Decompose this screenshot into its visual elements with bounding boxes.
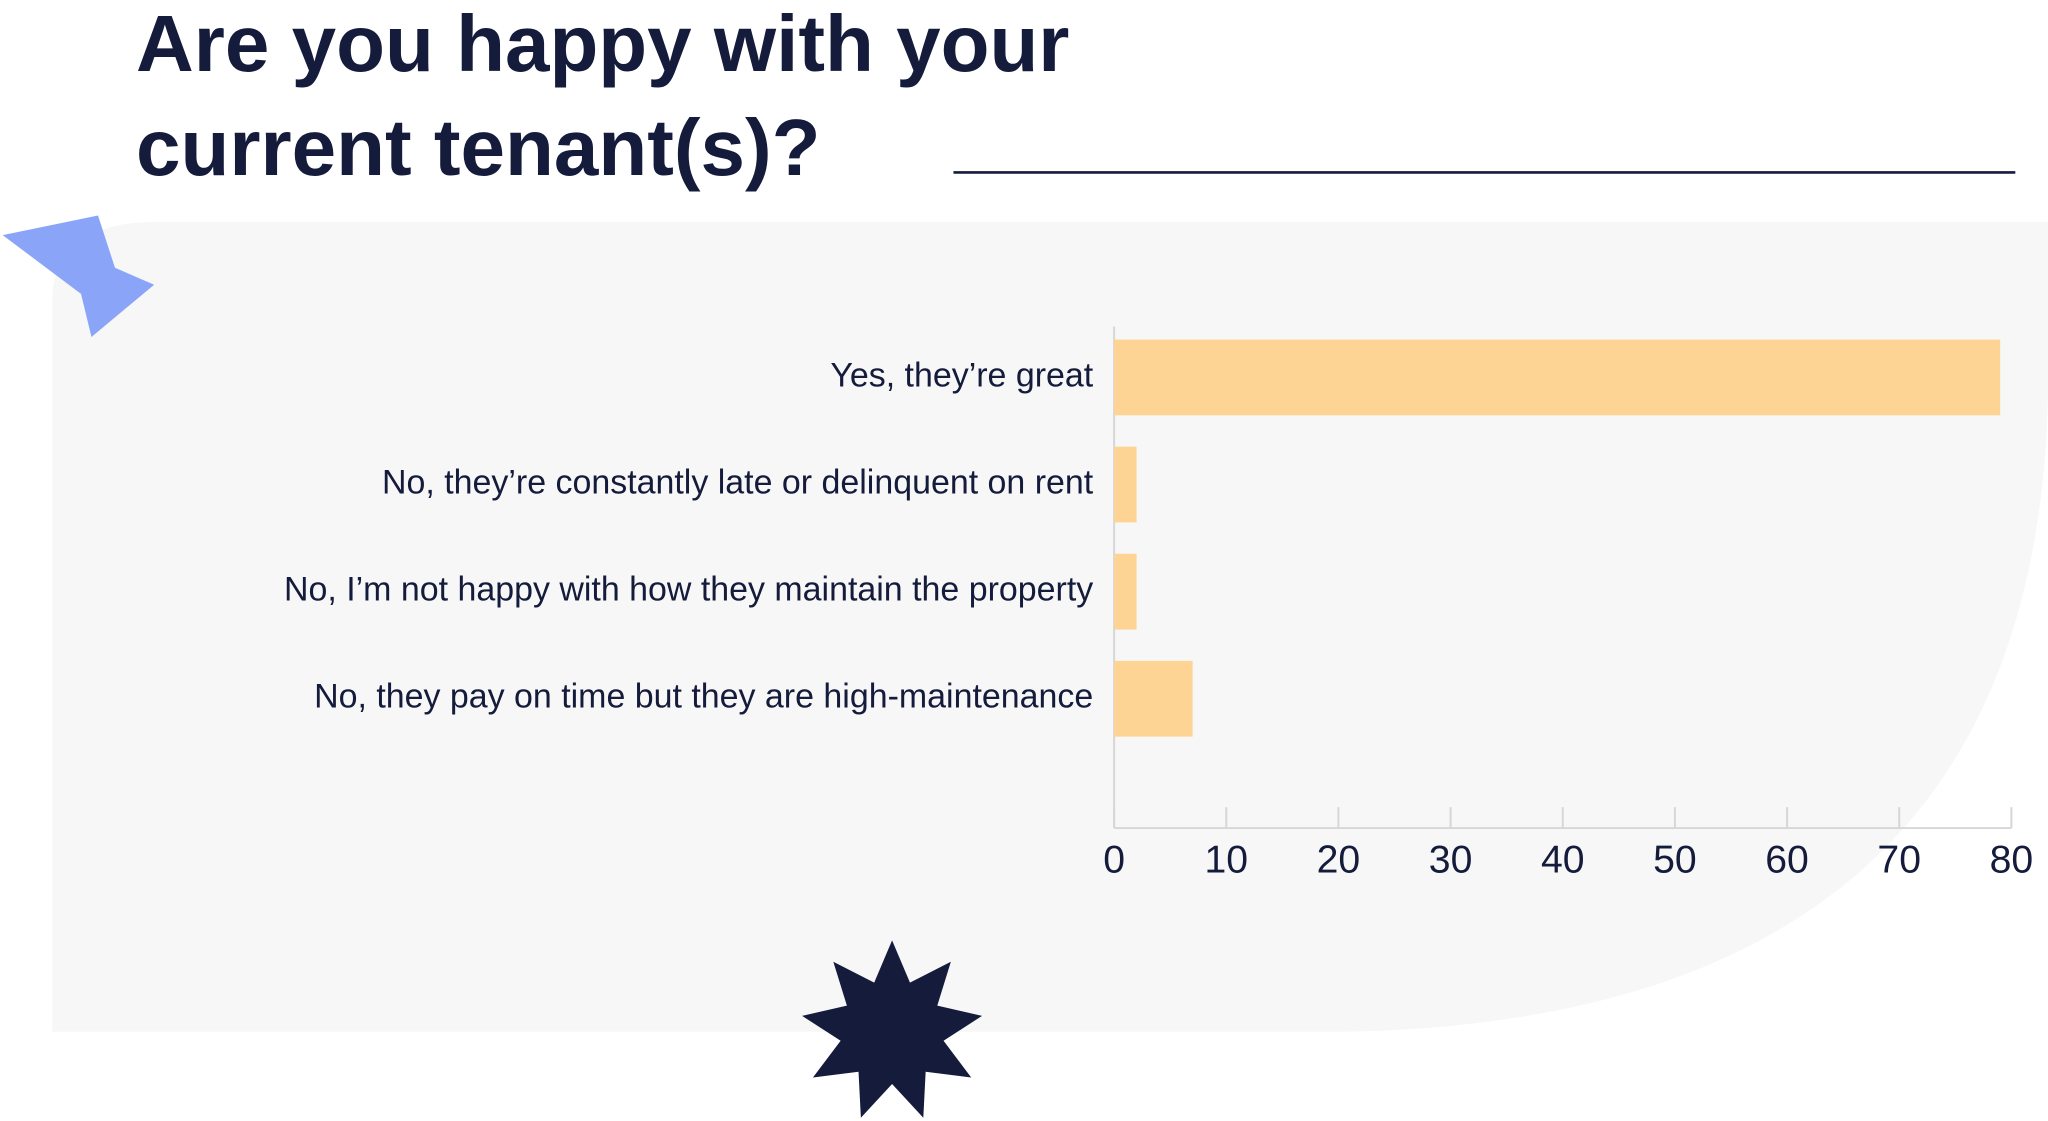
x-tick-label: 0: [1103, 838, 1125, 881]
decor-star: [802, 940, 983, 1118]
x-tick-label: 50: [1653, 838, 1697, 881]
bar: [1114, 660, 1193, 737]
x-tick-label: 20: [1317, 838, 1361, 881]
bar: [1114, 446, 1137, 523]
y-tick-label: No, they’re constantly late or delinquen…: [382, 464, 1094, 502]
bar: [1114, 339, 2001, 416]
x-tick-label: 30: [1429, 838, 1473, 881]
x-tick-label: 60: [1765, 838, 1809, 881]
panel: [52, 222, 2048, 1032]
y-tick-label: No, I’m not happy with how they maintain…: [284, 571, 1093, 609]
decor-bolt: [2, 215, 155, 337]
x-tick-label: 70: [1877, 838, 1921, 881]
y-tick-label: Yes, they’re great: [830, 356, 1093, 394]
bar: [1114, 553, 1137, 630]
x-tick-label: 40: [1541, 838, 1585, 881]
x-tick-label: 10: [1204, 838, 1248, 881]
x-tick-label: 80: [1990, 838, 2034, 881]
y-tick-label: No, they pay on time but they are high-m…: [314, 678, 1093, 716]
chart-title: Are you happy with your current tenant(s…: [136, 0, 1070, 192]
